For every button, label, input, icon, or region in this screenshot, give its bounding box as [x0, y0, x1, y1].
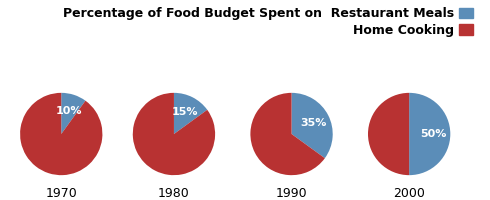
Legend: Percentage of Food Budget Spent on  Restaurant Meals, Home Cooking: Percentage of Food Budget Spent on Resta… [62, 6, 474, 38]
Wedge shape [20, 93, 102, 175]
Text: 50%: 50% [420, 129, 447, 139]
Wedge shape [133, 93, 215, 175]
X-axis label: 1970: 1970 [46, 187, 77, 200]
Wedge shape [368, 93, 409, 175]
Wedge shape [61, 93, 85, 134]
Wedge shape [174, 93, 207, 134]
Text: 10%: 10% [56, 106, 82, 116]
Text: 15%: 15% [172, 107, 198, 117]
X-axis label: 2000: 2000 [393, 187, 425, 200]
Text: 35%: 35% [300, 118, 327, 128]
X-axis label: 1980: 1980 [158, 187, 190, 200]
Wedge shape [409, 93, 450, 175]
Wedge shape [292, 93, 333, 158]
X-axis label: 1990: 1990 [276, 187, 307, 200]
Wedge shape [250, 93, 325, 175]
